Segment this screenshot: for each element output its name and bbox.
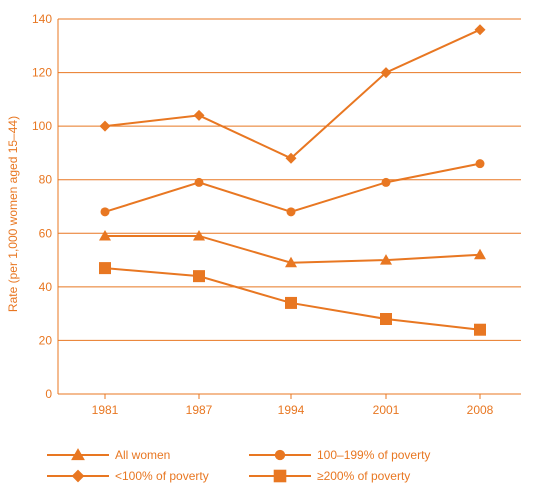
tick-labels: 0 20 40 60 80 100 120 140 1981 1987 1994 2001 2008 (32, 12, 494, 417)
legend-item: All women (47, 448, 170, 462)
y-axis-title: Rate (per 1,000 women aged 15–44) (6, 116, 20, 312)
x-tick-label: 1994 (278, 403, 305, 417)
data-point-square (193, 270, 205, 283)
data-point-diamond (71, 469, 85, 483)
y-tick-label: 100 (32, 119, 52, 133)
data-point-circle (100, 207, 110, 217)
data-point-triangle (71, 448, 85, 461)
data-point-triangle (285, 256, 297, 268)
legend: All women 100–199% of poverty <100% of pov… (47, 448, 430, 483)
series-line (104, 28, 481, 160)
axes (57, 19, 521, 399)
grid (58, 18, 521, 341)
series-diamond (99, 24, 486, 164)
x-tick-label: 2008 (467, 403, 494, 417)
data-point-triangle (474, 248, 486, 260)
data-point-diamond (285, 152, 297, 164)
data-point-diamond (474, 24, 486, 36)
data-point-circle (475, 159, 485, 169)
x-tick-label: 1987 (186, 403, 213, 417)
series-group (99, 24, 486, 336)
series-square (99, 262, 486, 336)
series-triangle (99, 229, 486, 268)
y-tick-label: 60 (39, 226, 53, 240)
y-tick-label: 40 (39, 280, 53, 294)
y-tick-label: 80 (39, 173, 53, 187)
data-point-square (99, 262, 111, 275)
series-circle (100, 159, 485, 217)
x-tick-label: 1981 (92, 403, 119, 417)
data-point-diamond (193, 109, 205, 121)
data-point-square (285, 296, 297, 309)
y-tick-label: 120 (32, 66, 52, 80)
data-point-diamond (380, 67, 392, 79)
data-point-triangle (193, 229, 205, 241)
data-point-diamond (99, 120, 111, 132)
data-point-circle (274, 449, 286, 461)
data-point-square (380, 313, 392, 325)
data-point-circle (381, 177, 391, 187)
y-tick-label: 0 (45, 387, 52, 401)
data-point-square (474, 323, 486, 336)
legend-label: ≥200% of poverty (317, 469, 410, 483)
data-point-square (273, 469, 287, 483)
legend-item: ≥200% of poverty (249, 469, 410, 483)
legend-item: 100–199% of poverty (249, 448, 430, 462)
x-tick-label: 2001 (373, 403, 400, 417)
y-tick-label: 140 (32, 12, 52, 26)
y-tick-label: 20 (39, 333, 53, 347)
data-point-triangle (380, 254, 392, 265)
legend-label: 100–199% of poverty (317, 448, 430, 462)
legend-label: All women (115, 448, 170, 462)
data-point-circle (286, 207, 296, 217)
series-line (105, 234, 481, 264)
data-point-triangle (99, 229, 111, 241)
series-line (104, 162, 481, 213)
legend-label: <100% of poverty (115, 469, 209, 483)
data-point-circle (194, 177, 204, 187)
legend-item: <100% of poverty (47, 469, 209, 483)
